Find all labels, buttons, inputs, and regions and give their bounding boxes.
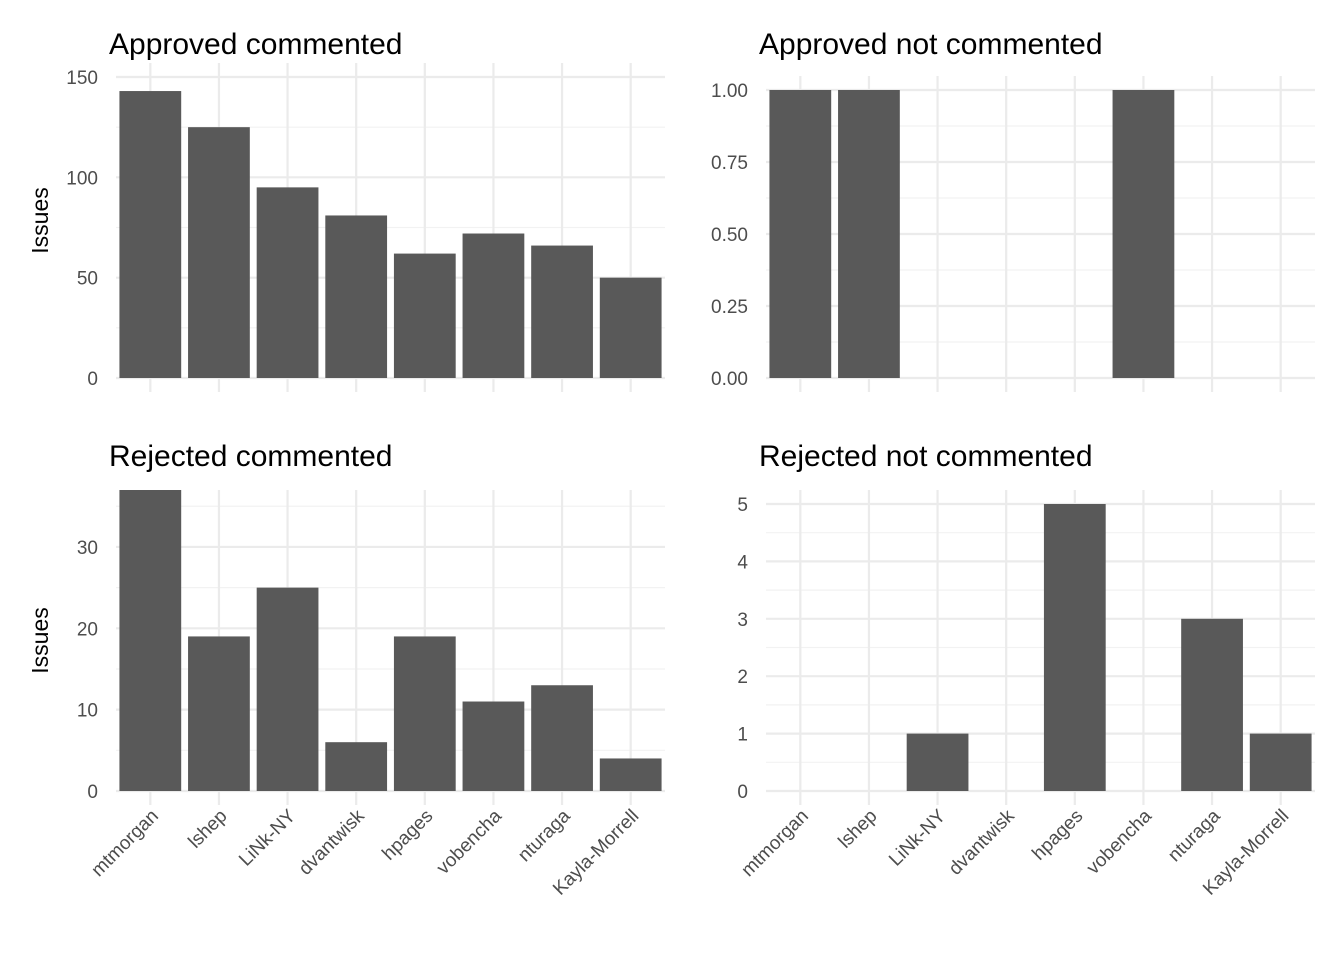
bar-LiNk-NY: [256, 187, 319, 378]
y-tick-label: 3: [737, 610, 748, 631]
y-tick-label: 150: [66, 68, 98, 89]
x-tick-label: mtmorgan: [738, 806, 813, 881]
bar-nturaga: [1181, 618, 1243, 791]
y-tick-label: 5: [737, 495, 748, 516]
panel-title: Approved commented: [109, 28, 403, 61]
bar-LiNk-NY: [256, 587, 319, 791]
panel-3: 0 10 20 30 Rejected commented Issues mtmorgan l…: [27, 440, 665, 900]
y-tick-label: 10: [77, 701, 98, 722]
x-tick-label: dvantwisk: [295, 805, 369, 879]
bar-Kayla-Morrell: [1249, 733, 1312, 791]
bar-mtmorgan: [119, 490, 182, 791]
y-tick-label: 0: [737, 782, 748, 803]
y-tick-label: 1: [737, 725, 748, 746]
x-tick-label: hpages: [378, 806, 437, 865]
y-tick-label: 0.25: [711, 297, 748, 318]
bar-mtmorgan: [119, 91, 182, 379]
bar-nturaga: [531, 245, 593, 378]
panel-title: Rejected not commented: [759, 440, 1093, 473]
bar-lshep: [838, 90, 900, 378]
bar-mtmorgan: [769, 90, 832, 378]
y-tick-label: 0.50: [711, 225, 748, 246]
x-tick-label: LiNk-NY: [885, 805, 950, 870]
bar-vobencha: [462, 233, 525, 378]
x-tick-label: lshep: [185, 806, 232, 853]
panel-2: 0.00 0.25 0.50 0.75 1.00 Approved not comment…: [711, 28, 1315, 392]
y-tick-label: 30: [77, 538, 98, 559]
y-tick-label: 0.75: [711, 153, 748, 174]
bar-dvantwisk: [325, 742, 388, 791]
bar-Kayla-Morrell: [599, 277, 662, 378]
panel-4: 0 1 2 3 4 5 Rejected not commented mtmorgan lshe…: [737, 440, 1315, 900]
bar-LiNk-NY: [906, 733, 969, 791]
x-tick-label: nturaga: [1164, 805, 1225, 866]
panel-title: Rejected commented: [109, 440, 392, 473]
y-tick-label: 0.00: [711, 369, 748, 390]
y-axis-label: Issues: [27, 607, 53, 673]
panel-1: 0 50 100 150 Approved commented Issues: [27, 28, 665, 392]
x-tick-label: vobencha: [433, 805, 506, 878]
bar-lshep: [188, 636, 250, 791]
bar-vobencha: [1112, 90, 1175, 378]
bar-hpages: [393, 253, 456, 378]
y-tick-label: 1.00: [711, 81, 748, 102]
x-tick-label: mtmorgan: [88, 806, 163, 881]
y-tick-label: 100: [66, 168, 98, 189]
y-tick-label: 20: [77, 619, 98, 640]
bar-nturaga: [531, 685, 593, 791]
y-axis-label: Issues: [27, 187, 53, 253]
x-tick-label: dvantwisk: [945, 805, 1019, 879]
bar-dvantwisk: [325, 215, 388, 378]
x-tick-label: lshep: [835, 806, 882, 853]
bar-hpages: [1043, 504, 1106, 791]
y-tick-label: 0: [87, 782, 98, 803]
bar-Kayla-Morrell: [599, 758, 662, 791]
y-tick-label: 4: [737, 552, 748, 573]
bar-hpages: [393, 636, 456, 791]
x-tick-label: LiNk-NY: [235, 805, 300, 870]
y-tick-label: 50: [77, 269, 98, 290]
panel-title: Approved not commented: [759, 28, 1103, 61]
bar-vobencha: [462, 701, 525, 791]
x-tick-label: vobencha: [1083, 805, 1156, 878]
y-tick-label: 2: [737, 667, 748, 688]
x-tick-label: nturaga: [514, 805, 575, 866]
x-tick-label: hpages: [1028, 806, 1087, 865]
y-tick-label: 0: [87, 369, 98, 390]
bar-lshep: [188, 127, 250, 379]
